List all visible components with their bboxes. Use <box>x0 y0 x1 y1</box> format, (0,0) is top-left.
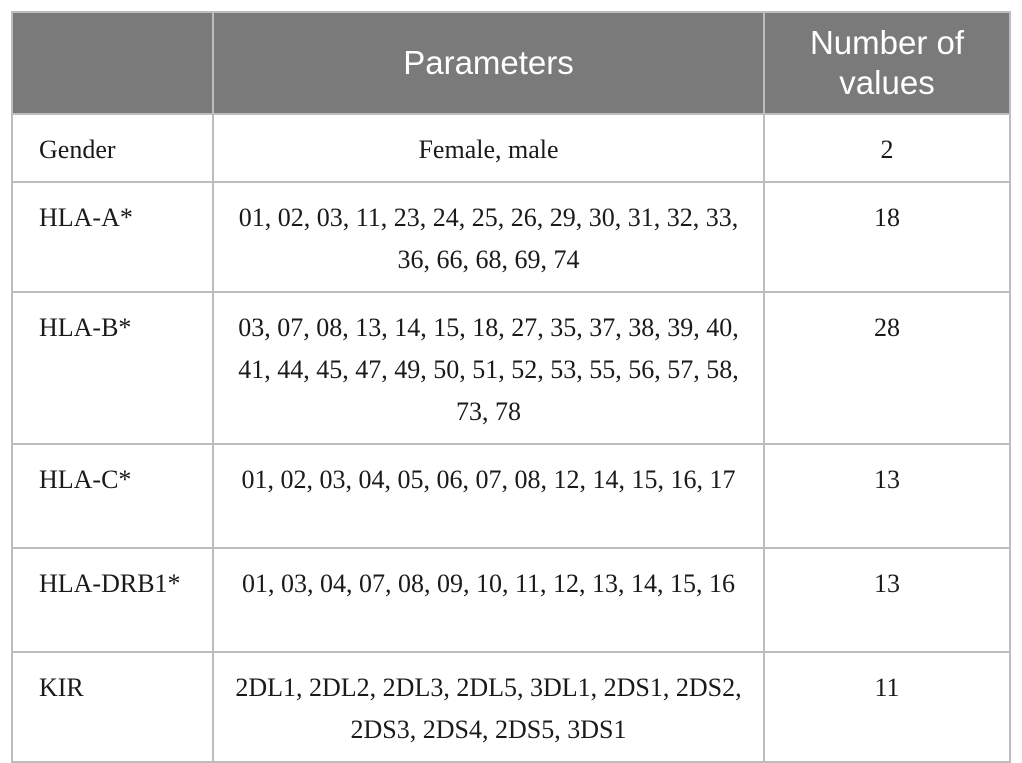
table-body: Gender Female, male 2 HLA-A* 01, 02, 03,… <box>11 113 1011 763</box>
row-count: 13 <box>763 547 1011 653</box>
row-count: 2 <box>763 113 1011 183</box>
table-row: HLA-C* 01, 02, 03, 04, 05, 06, 07, 08, 1… <box>11 443 1011 549</box>
header-blank-cell <box>11 11 214 115</box>
table-row: Gender Female, male 2 <box>11 113 1011 183</box>
row-count: 11 <box>763 651 1011 763</box>
row-label: KIR <box>11 651 214 763</box>
row-values: 2DL1, 2DL2, 2DL3, 2DL5, 3DL1, 2DS1, 2DS2… <box>212 651 765 763</box>
row-values: Female, male <box>212 113 765 183</box>
row-values: 01, 03, 04, 07, 08, 09, 10, 11, 12, 13, … <box>212 547 765 653</box>
row-label: HLA-B* <box>11 291 214 445</box>
header-parameters: Parameters <box>212 11 765 115</box>
row-values: 01, 02, 03, 04, 05, 06, 07, 08, 12, 14, … <box>212 443 765 549</box>
row-label: HLA-DRB1* <box>11 547 214 653</box>
row-values: 03, 07, 08, 13, 14, 15, 18, 27, 35, 37, … <box>212 291 765 445</box>
table-row: KIR 2DL1, 2DL2, 2DL3, 2DL5, 3DL1, 2DS1, … <box>11 651 1011 763</box>
header-row: Parameters Number of values <box>11 11 1011 115</box>
table-row: HLA-B* 03, 07, 08, 13, 14, 15, 18, 27, 3… <box>11 291 1011 445</box>
row-count: 28 <box>763 291 1011 445</box>
row-count: 18 <box>763 181 1011 293</box>
table-row: HLA-A* 01, 02, 03, 11, 23, 24, 25, 26, 2… <box>11 181 1011 293</box>
header-number-of-values: Number of values <box>763 11 1011 115</box>
table-row: HLA-DRB1* 01, 03, 04, 07, 08, 09, 10, 11… <box>11 547 1011 653</box>
table-header: Parameters Number of values <box>11 11 1011 115</box>
row-values: 01, 02, 03, 11, 23, 24, 25, 26, 29, 30, … <box>212 181 765 293</box>
row-count: 13 <box>763 443 1011 549</box>
parameters-table: Parameters Number of values Gender Femal… <box>11 11 1011 763</box>
row-label: HLA-A* <box>11 181 214 293</box>
row-label: HLA-C* <box>11 443 214 549</box>
row-label: Gender <box>11 113 214 183</box>
